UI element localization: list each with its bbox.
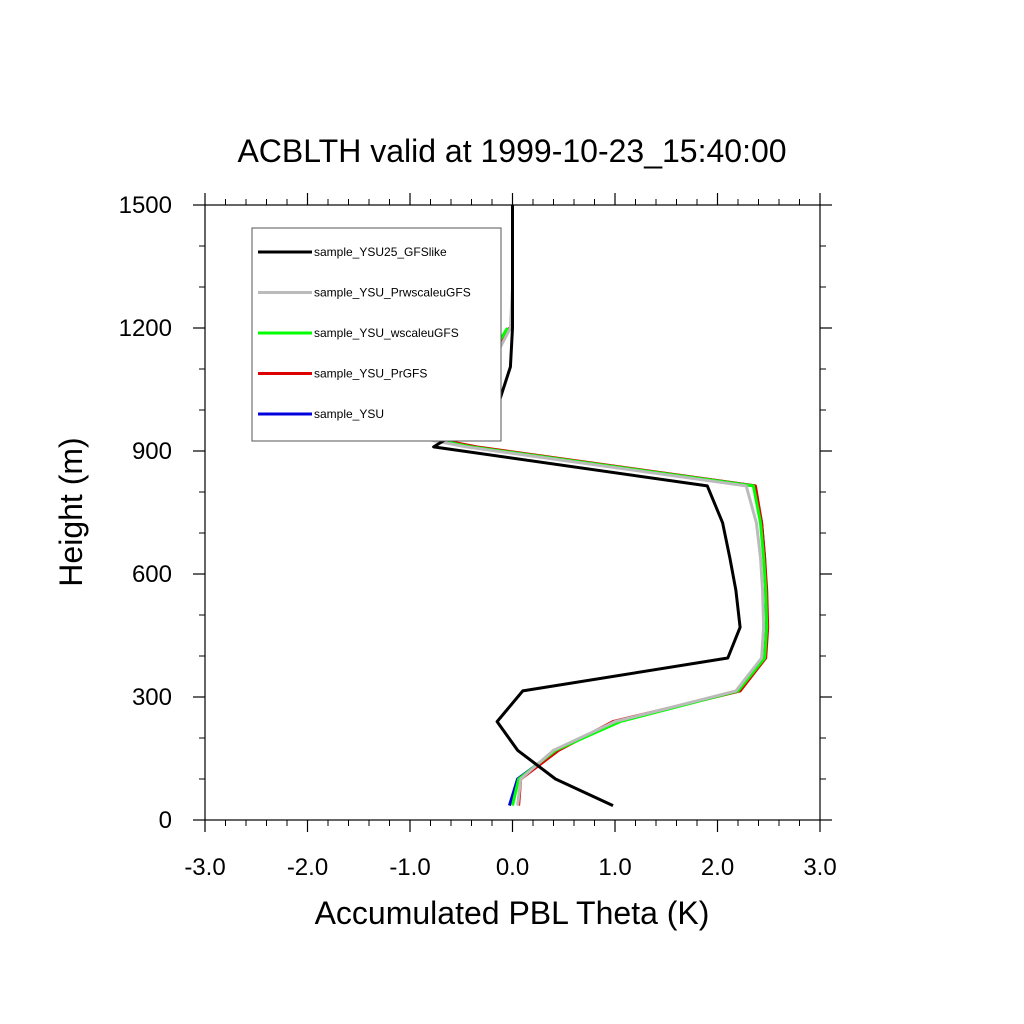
y-tick-label: 0: [159, 807, 172, 834]
y-axis: 0 300 600 900 1200 1500: [119, 192, 832, 834]
legend-label-4: sample_YSU: [314, 407, 384, 421]
x-axis: -3.0 -2.0 -1.0 0.0 1.0 2.0 3.0: [184, 193, 837, 881]
legend-label-0: sample_YSU25_GFSlike: [314, 245, 447, 259]
x-tick-label: -2.0: [287, 854, 328, 881]
y-tick-label: 300: [132, 684, 172, 711]
legend-label-1: sample_YSU_PrwscaleuGFS: [314, 286, 471, 300]
x-axis-label: Accumulated PBL Theta (K): [315, 895, 710, 931]
x-tick-label: 2.0: [701, 854, 734, 881]
y-tick-label: 600: [132, 561, 172, 588]
x-tick-label: 3.0: [803, 854, 836, 881]
legend-label-3: sample_YSU_PrGFS: [314, 367, 427, 381]
y-tick-label: 1500: [119, 192, 172, 219]
x-tick-label: 1.0: [598, 854, 631, 881]
y-tick-label: 900: [132, 438, 172, 465]
legend-label-2: sample_YSU_wscaleuGFS: [314, 326, 459, 340]
chart-title: ACBLTH valid at 1999-10-23_15:40:00: [237, 133, 786, 169]
x-tick-label: 0.0: [496, 854, 529, 881]
y-tick-label: 1200: [119, 315, 172, 342]
y-axis-label: Height (m): [53, 437, 89, 586]
x-tick-label: -3.0: [184, 854, 225, 881]
legend: sample_YSU25_GFSlike sample_YSU_Prwscaleu…: [251, 227, 502, 442]
series-line-0: [432, 205, 742, 807]
x-tick-label: -1.0: [389, 854, 430, 881]
